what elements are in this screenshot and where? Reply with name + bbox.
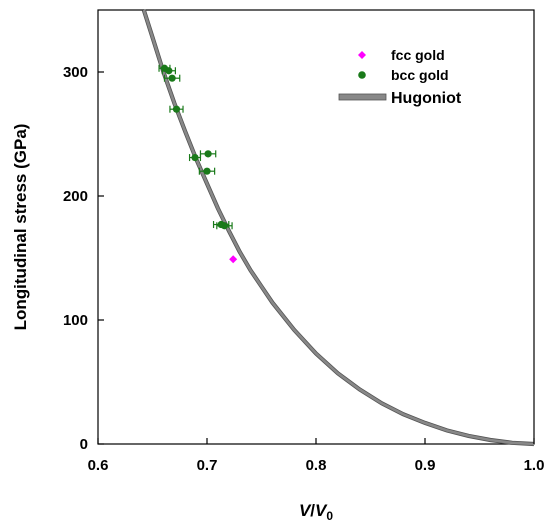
x-axis: 0.6 0.7 0.8 0.9 1.0 xyxy=(88,438,545,474)
x-tick-label: 0.6 xyxy=(88,457,109,474)
points-layer xyxy=(158,64,238,264)
x-axis-title-sep: / xyxy=(310,501,315,520)
hugoniot-layer xyxy=(141,9,535,447)
y-axis-title: Longitudinal stress (GPa) xyxy=(11,124,30,331)
legend-label-fcc-gold: fcc gold xyxy=(391,47,445,63)
bcc-gold-point xyxy=(220,222,229,230)
bcc-gold-point xyxy=(191,153,199,162)
hugoniot-curve xyxy=(142,9,535,446)
bcc-gold-point xyxy=(203,167,211,175)
legend-marker-bcc-gold xyxy=(358,71,366,79)
bcc-gold-point xyxy=(204,150,212,158)
y-tick-label: 300 xyxy=(63,64,88,81)
bcc-gold-point xyxy=(165,67,173,75)
x-axis-title-main: V xyxy=(299,501,312,520)
x-axis-title-sub: 0 xyxy=(326,509,333,523)
bcc-gold-point xyxy=(168,74,176,82)
bcc-gold-point xyxy=(172,105,181,113)
y-tick-label: 100 xyxy=(63,312,88,329)
x-tick-label: 0.8 xyxy=(306,457,327,474)
hugoniot-curve-outline xyxy=(141,9,535,447)
y-tick-label: 200 xyxy=(63,188,88,205)
x-tick-label: 1.0 xyxy=(524,457,545,474)
legend-marker-hugoniot xyxy=(338,93,387,101)
legend-label-bcc-gold: bcc gold xyxy=(391,67,449,83)
x-tick-label: 0.7 xyxy=(197,457,218,474)
x-axis-title: V/V0 xyxy=(299,501,333,523)
fcc-gold-point xyxy=(229,255,238,264)
legend-marker-fcc-gold xyxy=(358,51,366,59)
x-tick-label: 0.9 xyxy=(415,457,436,474)
x-axis-title-denom: V xyxy=(315,501,328,520)
legend: fcc gold bcc gold Hugoniot xyxy=(338,47,462,107)
plot-area xyxy=(97,9,535,447)
legend-label-hugoniot: Hugoniot xyxy=(391,90,462,107)
y-tick-label: 0 xyxy=(80,436,88,453)
y-axis: 0 100 200 300 xyxy=(63,64,104,453)
